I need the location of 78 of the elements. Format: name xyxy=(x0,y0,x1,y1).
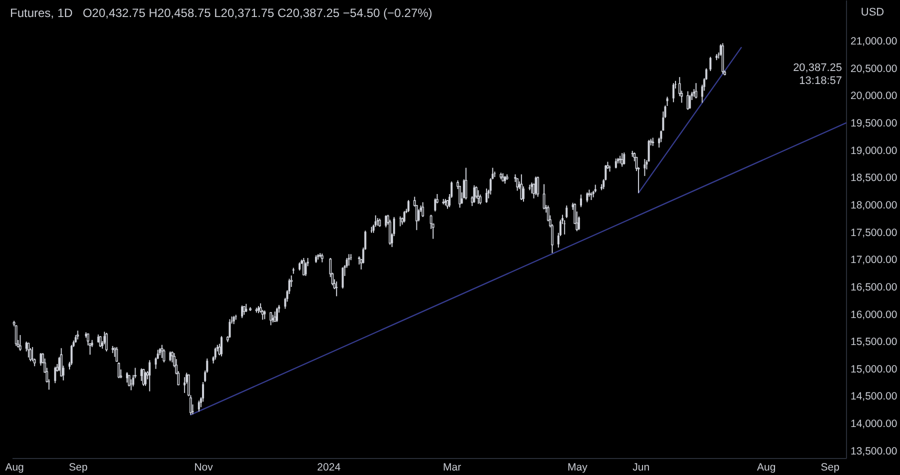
candlestick xyxy=(578,216,580,231)
candlestick xyxy=(220,336,223,357)
x-tick-label: Jun xyxy=(632,462,650,474)
candlestick xyxy=(520,174,523,201)
candlestick xyxy=(473,184,476,204)
candlestick xyxy=(126,372,128,384)
candlestick xyxy=(688,94,691,110)
annotation: 20,387.25 xyxy=(793,62,842,74)
candlestick xyxy=(403,210,406,223)
candlestick xyxy=(274,311,276,322)
candlestick xyxy=(19,334,22,352)
y-tick-label: 18,500.00 xyxy=(850,172,898,184)
candlestick xyxy=(486,188,488,204)
candlestick xyxy=(536,176,540,198)
x-tick-label: Sep xyxy=(820,462,840,474)
x-tick-label: Sep xyxy=(68,462,88,474)
annotation: 13:18:57 xyxy=(799,74,842,87)
candlestick xyxy=(169,350,172,362)
candlestick xyxy=(370,226,372,234)
y-tick-label: 17,000.00 xyxy=(850,254,898,266)
candlestick xyxy=(88,342,92,356)
candlestick xyxy=(477,190,480,204)
candlestick xyxy=(434,198,436,212)
y-tick-label: 21,000.00 xyxy=(850,35,898,48)
candlestick xyxy=(214,347,216,360)
candlestick xyxy=(644,158,646,176)
y-tick-label: 16,500.00 xyxy=(850,281,898,294)
y-tick-label: 15,000.00 xyxy=(850,363,898,376)
candlestick xyxy=(586,192,588,203)
x-tick-label: Aug xyxy=(5,462,24,474)
candlestick xyxy=(686,90,690,110)
y-tick-label: 16,000.00 xyxy=(850,308,898,321)
y-tick-label: 20,000.00 xyxy=(850,90,898,102)
x-tick-label: 2024 xyxy=(317,462,341,474)
x-tick-label: Aug xyxy=(757,462,776,474)
candlestick xyxy=(399,216,402,227)
candlestick xyxy=(32,346,34,362)
annotation: O20,432.75 H20,458.75 L20,371.75 C20,387.25 −54.50 (−0.27%) xyxy=(82,6,432,20)
candlestick xyxy=(14,324,18,346)
candlestick xyxy=(348,254,350,266)
candlestick xyxy=(614,158,617,169)
candlestick xyxy=(99,336,102,348)
y-tick-label: 19,000.00 xyxy=(850,144,898,157)
x-tick-label: May xyxy=(567,462,588,474)
candlestick xyxy=(580,194,582,208)
x-tick-label: Nov xyxy=(194,462,214,474)
y-tick-label: 14,500.00 xyxy=(850,390,898,403)
y-tick-label: 19,500.00 xyxy=(850,117,898,130)
candlestick xyxy=(709,56,712,72)
candlestick xyxy=(60,348,62,378)
y-tick-label: 13,500.00 xyxy=(850,445,898,458)
candlestick xyxy=(479,194,482,205)
candlestick xyxy=(228,318,231,338)
x-tick-label: Mar xyxy=(443,462,462,474)
candlestick xyxy=(148,360,151,392)
candlestick xyxy=(140,368,142,382)
candlestick xyxy=(144,371,147,386)
candlestick xyxy=(27,342,30,358)
candlestick xyxy=(54,366,56,384)
candlestick xyxy=(184,376,186,394)
candlestick xyxy=(198,400,200,412)
candlestick xyxy=(241,305,244,319)
candlestick xyxy=(160,344,164,358)
y-axis-title: USD xyxy=(860,6,884,18)
candlestick xyxy=(70,344,73,366)
candlestick xyxy=(422,202,424,218)
candlestick xyxy=(407,200,410,213)
candlestick xyxy=(494,171,496,178)
y-tick-label: 14,000.00 xyxy=(850,418,898,430)
candlestick xyxy=(276,307,278,322)
y-tick-label: 18,000.00 xyxy=(850,199,898,212)
candlestick xyxy=(342,266,344,290)
candlestick xyxy=(566,205,568,219)
text: Futures, 1D xyxy=(10,6,74,20)
y-tick-label: 17,500.00 xyxy=(850,226,898,239)
y-tick-label: 20,500.00 xyxy=(850,62,898,75)
candlestick xyxy=(672,82,674,103)
y-tick-label: 15,500.00 xyxy=(850,336,898,348)
